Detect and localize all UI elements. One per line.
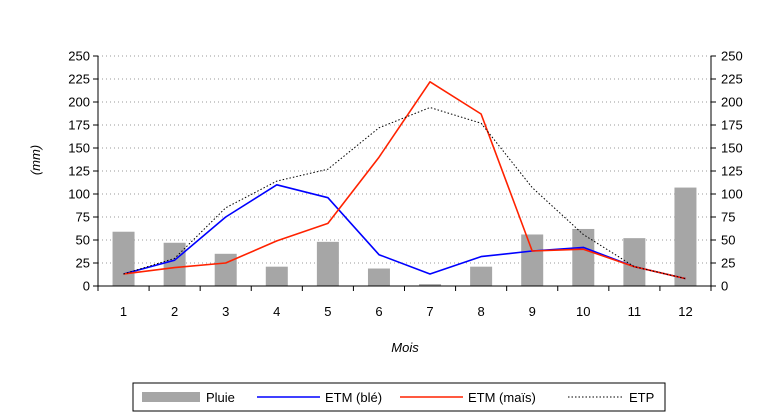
y-tick-label-right: 0 <box>721 279 728 294</box>
y-tick-label-right: 225 <box>721 72 743 87</box>
y-tick-label-left: 100 <box>68 187 90 202</box>
bar-pluie <box>674 187 697 286</box>
x-tick-label: 7 <box>426 304 433 319</box>
y-axis-right-ticks: 0 25 50 75 100 125 150 175 200 225 250 <box>711 49 743 294</box>
series-line-etp <box>123 107 686 280</box>
bar-pluie <box>163 242 186 286</box>
bar-pluie <box>470 266 493 286</box>
x-tick-label: 12 <box>678 304 692 319</box>
x-axis-label: Mois <box>391 340 419 355</box>
y-tick-label-right: 75 <box>721 210 735 225</box>
bar-pluie <box>316 241 339 286</box>
y-tick-label-left: 175 <box>68 118 90 133</box>
x-tick-label: 4 <box>273 304 280 319</box>
y-tick-label-right: 100 <box>721 187 743 202</box>
x-tick-label: 10 <box>576 304 590 319</box>
y-tick-label-right: 200 <box>721 95 743 110</box>
series-line-etm-ma-s- <box>123 81 686 280</box>
y-tick-label-left: 250 <box>68 49 90 64</box>
bar-pluie <box>367 268 390 286</box>
series-line-etm-bl- <box>123 184 686 280</box>
x-tick-label: 6 <box>375 304 382 319</box>
x-tick-label: 8 <box>478 304 485 319</box>
bar-pluie <box>623 238 646 286</box>
y-tick-label-right: 175 <box>721 118 743 133</box>
y-tick-label-left: 75 <box>76 210 90 225</box>
line-series <box>123 81 686 280</box>
y-tick-label-right: 125 <box>721 164 743 179</box>
bar-pluie <box>112 231 135 286</box>
legend-label: ETP <box>629 390 654 405</box>
bar-pluie <box>214 253 237 286</box>
y-tick-label-left: 50 <box>76 233 90 248</box>
legend: Pluie ETM (blé) ETM (maïs) ETP <box>132 382 666 412</box>
bar-pluie <box>572 228 595 286</box>
y-tick-label-right: 50 <box>721 233 735 248</box>
x-tick-label: 11 <box>628 304 642 319</box>
bar-series-pluie <box>112 187 697 286</box>
y-tick-label-right: 250 <box>721 49 743 64</box>
y-tick-label-left: 25 <box>76 256 90 271</box>
legend-label: ETM (maïs) <box>468 390 536 405</box>
bar-pluie <box>521 234 544 286</box>
y-tick-label-right: 25 <box>721 256 735 271</box>
gridlines <box>98 55 711 264</box>
x-tick-label: 1 <box>120 304 127 319</box>
y-tick-label-left: 0 <box>83 279 90 294</box>
x-tick-label: 3 <box>222 304 229 319</box>
x-axis-ticks: 1 2 3 4 5 6 7 8 9 10 11 12 <box>97 286 712 319</box>
x-tick-label: 2 <box>171 304 178 319</box>
legend-label: ETM (blé) <box>325 390 382 405</box>
legend-label: Pluie <box>206 390 235 405</box>
x-tick-label: 5 <box>324 304 331 319</box>
y-tick-label-left: 225 <box>68 72 90 87</box>
axes <box>97 56 712 287</box>
y-tick-label-left: 150 <box>68 141 90 156</box>
legend-swatch-bar <box>142 392 200 402</box>
bar-pluie <box>419 284 442 286</box>
y-axis-left-ticks: 0 25 50 75 100 125 150 175 200 225 250 <box>68 49 98 294</box>
y-axis-label: (mm) <box>28 145 43 175</box>
x-tick-label: 9 <box>529 304 536 319</box>
y-tick-label-left: 125 <box>68 164 90 179</box>
y-tick-label-left: 200 <box>68 95 90 110</box>
y-tick-label-right: 150 <box>721 141 743 156</box>
bar-pluie <box>265 266 288 286</box>
